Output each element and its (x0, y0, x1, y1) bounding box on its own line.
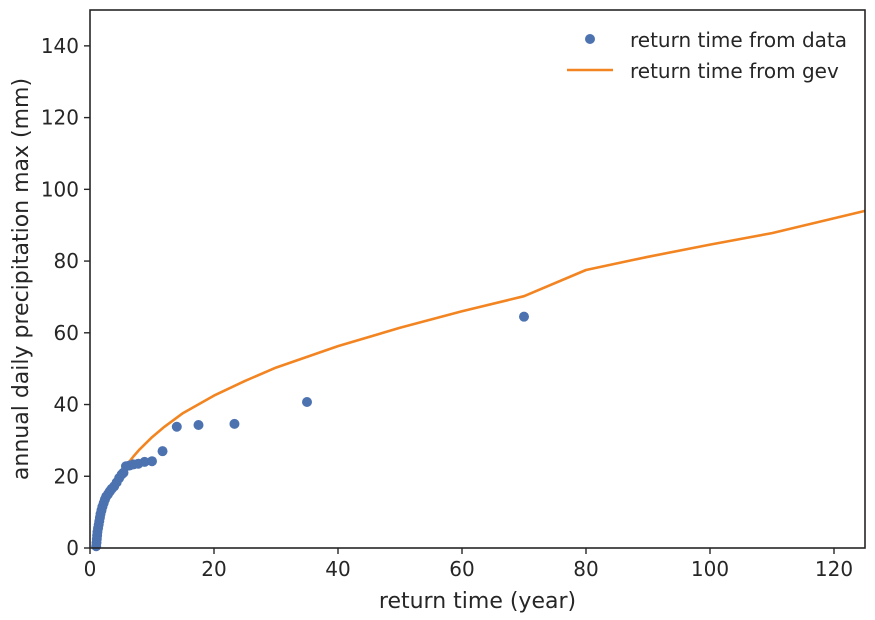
data-point (229, 418, 240, 429)
data-point (302, 397, 312, 408)
y-tick-label: 120 (41, 106, 79, 130)
x-tick-label: 60 (449, 557, 474, 581)
y-axis-label: annual daily precipitation max (mm) (9, 78, 34, 480)
x-tick-label: 120 (815, 557, 853, 581)
data-series (91, 311, 529, 552)
y-tick-label: 100 (41, 177, 79, 201)
y-axis: 0 20 40 60 80 100 120 140 (41, 34, 90, 560)
x-axis-label: return time (year) (379, 589, 576, 614)
legend-label-gev: return time from gev (630, 59, 839, 83)
y-tick-label: 140 (41, 34, 79, 58)
x-tick-label: 100 (691, 557, 729, 581)
x-axis: 0 20 40 60 80 100 120 (84, 548, 853, 581)
data-point (193, 419, 204, 430)
gev-series (95, 209, 866, 549)
legend-label-data: return time from data (630, 28, 847, 52)
data-point (157, 446, 168, 457)
axes-frame (89, 9, 866, 549)
x-tick-label: 0 (84, 557, 97, 581)
y-tick-label: 0 (66, 536, 79, 560)
y-tick-label: 80 (54, 249, 79, 273)
data-point (147, 456, 157, 467)
x-tick-label: 20 (201, 557, 226, 581)
gev-line (95, 209, 866, 549)
data-point (139, 456, 150, 467)
data-point (171, 421, 182, 432)
y-tick-label: 60 (54, 321, 79, 345)
data-point (519, 311, 529, 322)
x-tick-label: 80 (573, 557, 598, 581)
legend: return time from data return time from g… (567, 28, 847, 83)
y-tick-label: 40 (54, 393, 79, 417)
legend-marker-data (585, 34, 595, 44)
y-tick-label: 20 (54, 464, 79, 488)
x-tick-label: 40 (325, 557, 350, 581)
